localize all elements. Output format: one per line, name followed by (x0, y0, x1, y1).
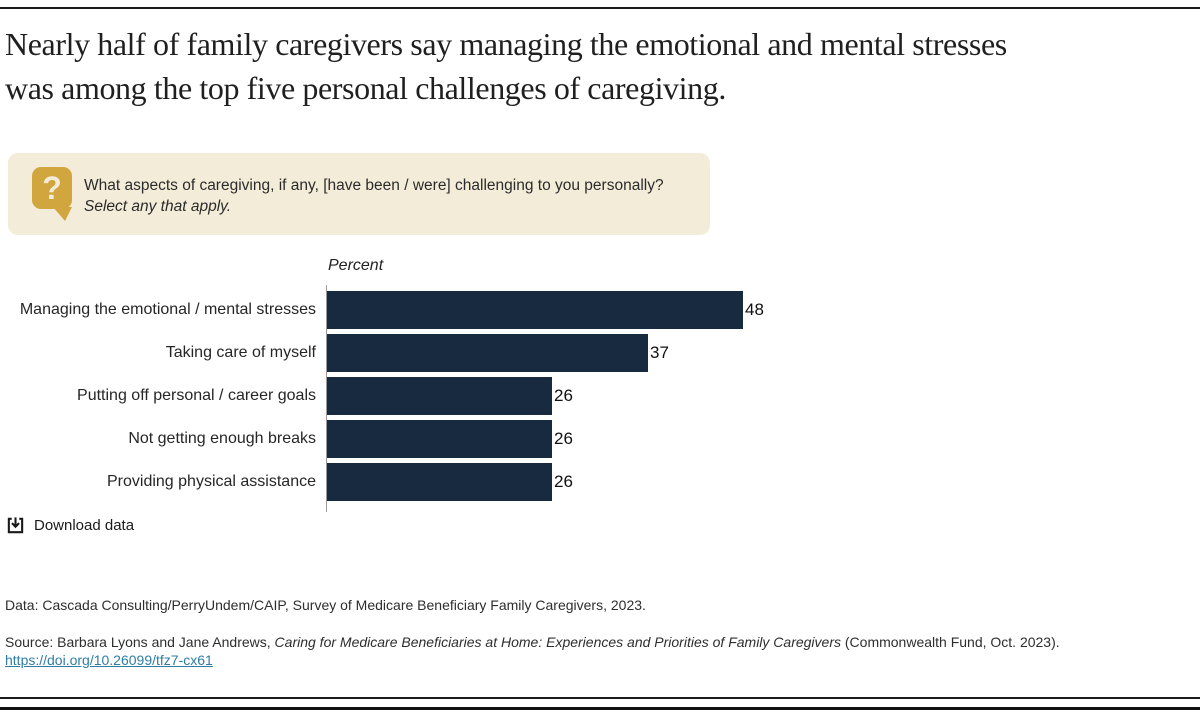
bar-category-label: Taking care of myself (165, 344, 316, 361)
svg-text:?: ? (42, 170, 62, 206)
chart-row: Providing physical assistance 26 (0, 463, 1200, 501)
bottom-divider-thin (0, 697, 1200, 699)
bar-value-label: 37 (650, 343, 669, 362)
bar (327, 420, 552, 458)
chart-row: Taking care of myself 37 (0, 334, 1200, 372)
bar-track: 48 (327, 291, 764, 329)
bar-track: 26 (327, 420, 573, 458)
bar-category-label: Not getting enough breaks (128, 430, 316, 447)
bar-value-label: 26 (554, 472, 573, 491)
bar-category-label: Managing the emotional / mental stresses (19, 301, 316, 318)
doi-link[interactable]: https://doi.org/10.26099/tfz7-cx61 (5, 652, 213, 668)
bar (327, 463, 552, 501)
bar (327, 291, 743, 329)
survey-question-line2: Select any that apply. (84, 198, 232, 215)
bottom-divider-thick (0, 707, 1200, 710)
survey-question-line1: What aspects of caregiving, if any, [hav… (84, 177, 664, 194)
source-attribution: Source: Barbara Lyons and Jane Andrews, … (5, 634, 1060, 650)
bar-track: 26 (327, 463, 573, 501)
bar (327, 377, 552, 415)
page-title-line1: Nearly half of family caregivers say man… (5, 26, 1007, 62)
chart-row: Managing the emotional / mental stresses… (0, 291, 1200, 329)
data-attribution: Data: Cascada Consulting/PerryUndem/CAIP… (5, 597, 646, 613)
source-suffix: (Commonwealth Fund, Oct. 2023). (841, 634, 1060, 650)
bar-category-label: Providing physical assistance (107, 473, 316, 490)
download-data-label: Download data (34, 517, 135, 534)
download-data-link[interactable]: Download data (6, 516, 134, 535)
bar-value-label: 26 (554, 429, 573, 448)
bar-chart: Managing the emotional / mental stresses… (0, 285, 1200, 512)
page-title-line2: was among the top five personal challeng… (5, 70, 726, 106)
bar-value-label: 48 (745, 300, 764, 319)
page-title: Nearly half of family caregivers say man… (5, 22, 1200, 110)
chart-row: Putting off personal / career goals 26 (0, 377, 1200, 415)
bar-value-label: 26 (554, 386, 573, 405)
question-bubble-icon: ? (32, 167, 72, 221)
top-divider (0, 7, 1200, 9)
y-axis-line (326, 285, 327, 512)
bar (327, 334, 648, 372)
survey-question-text: What aspects of caregiving, if any, [hav… (84, 175, 664, 217)
download-icon (7, 517, 24, 534)
bar-track: 26 (327, 377, 573, 415)
survey-question-box: ? What aspects of caregiving, if any, [h… (8, 153, 710, 235)
source-publication-title: Caring for Medicare Beneficiaries at Hom… (274, 634, 841, 650)
chart-row: Not getting enough breaks 26 (0, 420, 1200, 458)
source-prefix: Source: Barbara Lyons and Jane Andrews, (5, 634, 275, 650)
bar-track: 37 (327, 334, 669, 372)
axis-unit-label: Percent (328, 257, 384, 274)
bar-category-label: Putting off personal / career goals (77, 387, 316, 404)
